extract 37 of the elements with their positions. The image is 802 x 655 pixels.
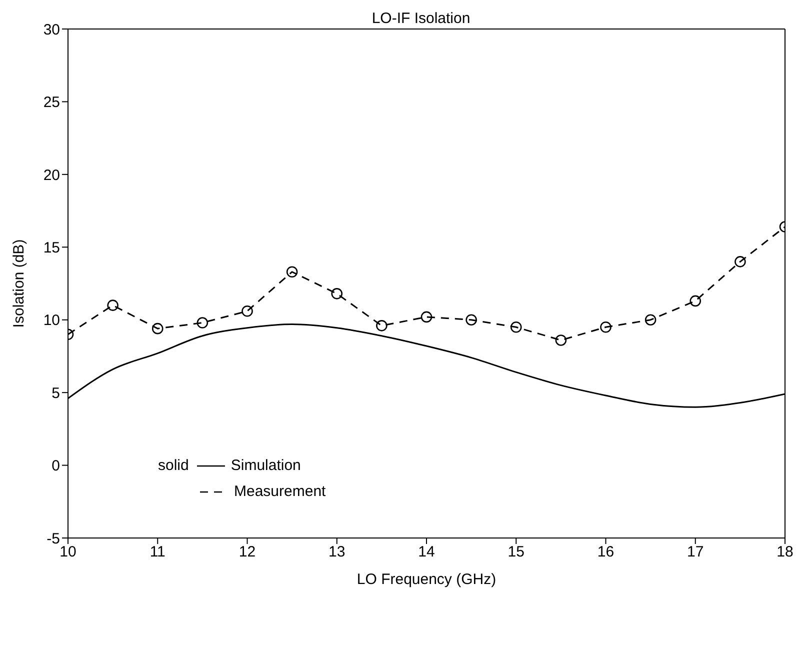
point: [242, 305, 253, 317]
x-tick-label: 12: [238, 544, 256, 561]
legend-label: Simulation: [230, 456, 301, 476]
point: [555, 334, 567, 346]
x-tick-label: 18: [776, 544, 794, 561]
y-tick-label: -5: [46, 530, 60, 548]
x-tick-label: 13: [328, 544, 346, 561]
point: [152, 322, 164, 334]
x-axis-title: LO Frequency (GHz): [356, 571, 496, 588]
point: [376, 320, 388, 332]
point: [510, 321, 522, 333]
x-tick-label: 11: [150, 544, 166, 561]
point: [286, 266, 298, 278]
x-tick-label: 17: [687, 544, 704, 561]
y-tick-label: 0: [52, 458, 60, 475]
y-axis-title: Isolation (dB): [10, 239, 28, 328]
x-tick-label: 14: [418, 544, 435, 561]
point: [420, 311, 432, 323]
point: [690, 295, 702, 307]
y-tick-label: 20: [43, 166, 60, 184]
point: [644, 314, 656, 326]
point: [196, 317, 208, 328]
point: [107, 300, 118, 311]
y-tick-label: 25: [43, 94, 60, 112]
annotation: solid: [158, 456, 189, 476]
chart-title: LO-IF Isolation: [372, 10, 470, 27]
y-tick-label: 15: [43, 239, 60, 256]
y-tick-label: 30: [43, 21, 60, 38]
x-tick-label: 15: [508, 544, 524, 561]
point: [600, 321, 612, 333]
y-tick-label: 10: [43, 312, 60, 330]
y-tick-label: 5: [52, 384, 60, 402]
point: [466, 314, 477, 326]
x-tick-label: 16: [597, 544, 614, 561]
point: [331, 288, 343, 300]
point: [734, 256, 746, 268]
legend-label: Measurement: [234, 482, 326, 502]
